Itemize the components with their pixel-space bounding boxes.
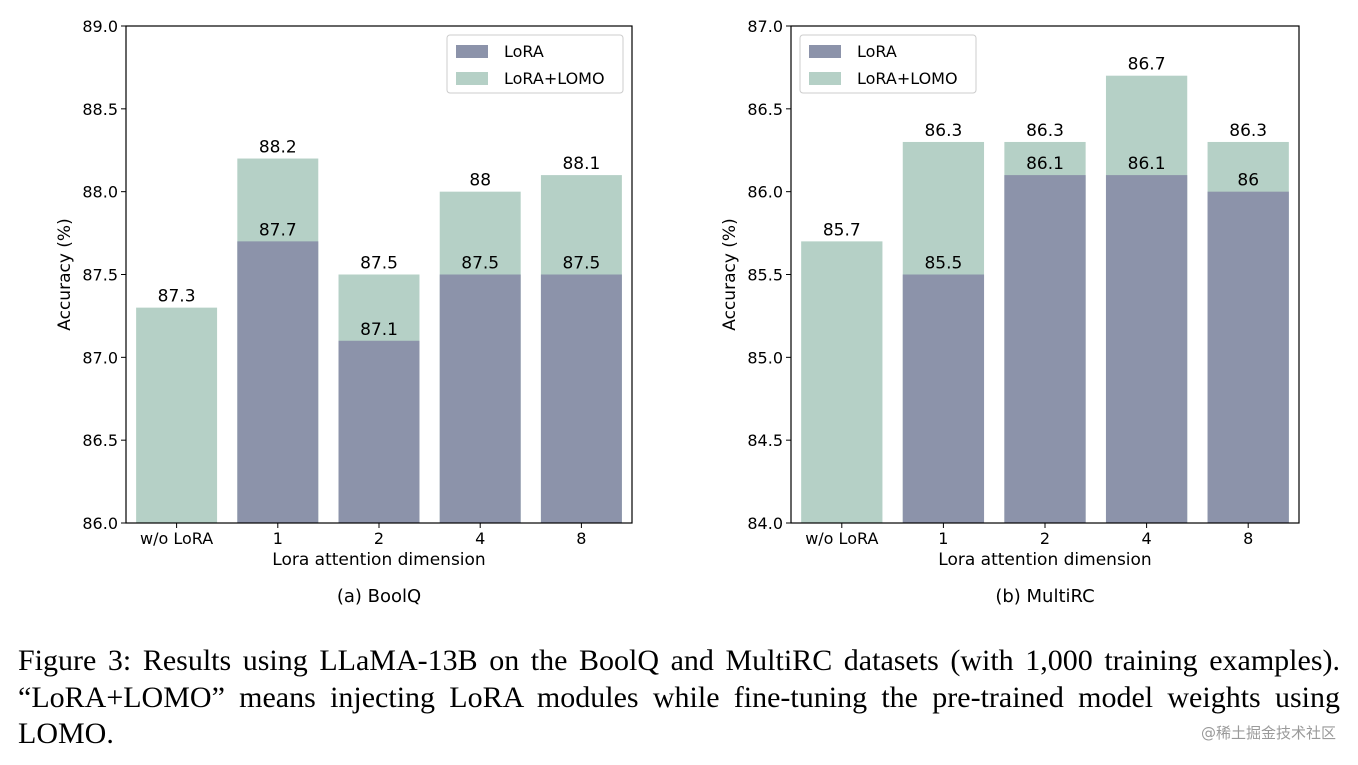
y-tick-label: 87.0 [747, 17, 783, 36]
data-label-lora-lomo: 86.3 [1229, 121, 1267, 141]
legend-swatch [809, 45, 841, 58]
data-label-lora: 87.5 [461, 254, 499, 274]
x-tick-label: w/o LoRA [140, 529, 213, 548]
y-tick-label: 89.0 [82, 17, 118, 36]
data-label-lora-lomo: 88.1 [562, 154, 600, 174]
legend: LoRA LoRA+LOMO [446, 34, 624, 94]
figure-caption: Figure 3: Results using LLaMA-13B on the… [18, 644, 1340, 750]
chart-subtitle: (a) BoolQ [337, 586, 421, 607]
legend-box [446, 34, 624, 94]
data-label-lora: 87.1 [360, 320, 398, 340]
legend-swatch [456, 45, 488, 58]
data-label-lora: 86.1 [1128, 154, 1166, 174]
data-label-lora: 86 [1237, 171, 1259, 191]
legend-label: LoRA [504, 42, 544, 61]
bar-lora [237, 241, 319, 523]
legend-box [799, 34, 977, 94]
x-tick-label: 2 [374, 529, 384, 548]
y-tick-label: 87.0 [82, 348, 118, 367]
data-label-lora-lomo: 87.5 [360, 254, 398, 274]
data-label-lora-lomo: 88 [469, 171, 491, 191]
chart-panel-1: 87.3 88.2 87.7 87.5 87.1 88 87.5 88.1 87.5 86.0 86… [55, 17, 633, 607]
bar-lora [338, 340, 420, 523]
x-tick-label: 4 [475, 529, 485, 548]
x-axis-label: Lora attention dimension [272, 550, 485, 570]
y-tick-label: 86.5 [747, 100, 783, 119]
legend-label: LoRA [857, 42, 897, 61]
data-label-lora-lomo: 87.3 [158, 287, 196, 307]
y-axis-label: Accuracy (%) [720, 218, 740, 330]
data-label-lora-lomo: 86.7 [1128, 55, 1166, 75]
legend-swatch [809, 72, 841, 85]
bar-lora [902, 274, 985, 523]
chart-subtitle: (b) MultiRC [995, 586, 1094, 607]
x-tick-label: 4 [1142, 529, 1152, 548]
bar-lora [1105, 175, 1188, 523]
y-tick-label: 86.0 [82, 514, 118, 533]
y-tick-label: 85.0 [747, 348, 783, 367]
bar-lora [1207, 191, 1289, 523]
x-axis-label: Lora attention dimension [938, 550, 1151, 570]
y-tick-label: 86.5 [82, 431, 118, 450]
y-tick-label: 85.5 [747, 266, 783, 285]
y-tick-label: 86.0 [747, 183, 783, 202]
data-label-lora-lomo: 85.7 [823, 220, 861, 240]
x-tick-label: 2 [1040, 529, 1050, 548]
y-axis-label: Accuracy (%) [55, 218, 75, 330]
y-tick-label: 88.5 [82, 100, 118, 119]
figure-canvas: 87.388.287.787.587.18887.588.187.586.086… [55, 17, 1300, 607]
y-tick-label: 84.0 [747, 514, 783, 533]
bar-lora [1004, 175, 1086, 523]
bar-lora [439, 274, 521, 523]
x-tick-label: 1 [938, 529, 948, 548]
data-label-lora-lomo: 88.2 [259, 138, 297, 158]
y-tick-label: 88.0 [82, 183, 118, 202]
data-label-lora: 87.7 [259, 220, 297, 240]
bar-lora [540, 274, 622, 523]
legend-swatch [456, 72, 488, 85]
data-label-lora: 86.1 [1026, 154, 1064, 174]
bar-lora-lomo [801, 241, 883, 523]
data-label-lora: 87.5 [562, 254, 600, 274]
x-tick-label: w/o LoRA [805, 529, 878, 548]
legend: LoRA LoRA+LOMO [799, 34, 977, 94]
data-label-lora: 85.5 [924, 254, 962, 274]
x-tick-label: 8 [1243, 529, 1253, 548]
watermark: @稀土掘金技术社区 [1200, 724, 1336, 742]
y-tick-label: 87.5 [82, 266, 118, 285]
legend-label: LoRA+LOMO [504, 69, 605, 88]
x-tick-label: 8 [576, 529, 586, 548]
x-tick-label: 1 [273, 529, 283, 548]
legend-label: LoRA+LOMO [857, 69, 958, 88]
data-label-lora-lomo: 86.3 [1026, 121, 1064, 141]
chart-panel-2: 85.786.385.586.386.186.786.186.38684.084… [720, 17, 1300, 607]
y-tick-label: 84.5 [747, 431, 783, 450]
data-label-lora-lomo: 86.3 [924, 121, 962, 141]
bar-lora-lomo [136, 307, 218, 523]
